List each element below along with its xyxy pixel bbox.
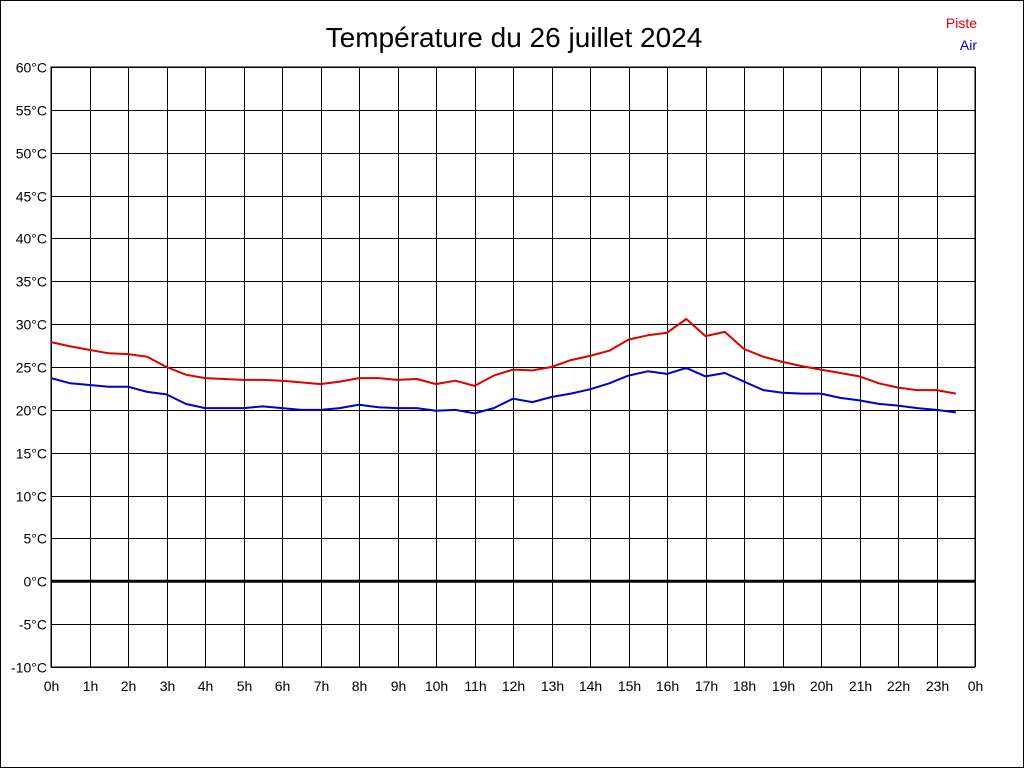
y-tick-label: 55°C — [16, 103, 47, 119]
y-tick-label: 5°C — [24, 531, 48, 547]
x-tick-label: 15h — [618, 678, 641, 694]
x-tick-label: 3h — [160, 678, 176, 694]
series-lines — [50, 318, 956, 415]
y-tick-label: 60°C — [16, 60, 47, 76]
x-tick-label: 4h — [198, 678, 214, 694]
x-tick-label: 20h — [810, 678, 833, 694]
tick-labels: 0h 1h 2h 3h 4h 5h 6h 7h 8h 9h 10h 11h 12h 13h 14h 15h 16… — [11, 60, 983, 695]
series-line-piste — [50, 318, 956, 395]
x-tick-label: 1h — [83, 678, 99, 694]
y-tick-label: 15°C — [16, 446, 47, 462]
x-tick-label: 0h — [44, 678, 60, 694]
x-tick-label: 7h — [314, 678, 330, 694]
y-tick-label: 25°C — [16, 360, 47, 376]
x-tick-label: 23h — [926, 678, 949, 694]
x-tick-label: 18h — [733, 678, 756, 694]
x-tick-label: 17h — [695, 678, 718, 694]
x-tick-label: 14h — [579, 678, 602, 694]
x-tick-label: 0h — [968, 678, 984, 694]
x-tick-label: 12h — [502, 678, 525, 694]
chart-title: Température du 26 juillet 2024 — [326, 22, 703, 53]
y-tick-label: -5°C — [19, 617, 47, 633]
x-tick-label: 2h — [121, 678, 137, 694]
y-tick-label: 35°C — [16, 274, 47, 290]
x-tick-label: 21h — [849, 678, 872, 694]
x-tick-label: 9h — [391, 678, 407, 694]
legend-entry-piste: Piste — [946, 15, 977, 31]
y-tick-label: 20°C — [16, 403, 47, 419]
x-tick-label: 22h — [887, 678, 910, 694]
y-tick-label: 0°C — [24, 574, 48, 590]
x-tick-label: 5h — [237, 678, 253, 694]
x-tick-label: 10h — [425, 678, 448, 694]
x-tick-label: 16h — [656, 678, 679, 694]
y-tick-label: 30°C — [16, 317, 47, 333]
x-tick-label: 11h — [464, 678, 486, 694]
x-tick-label: 19h — [772, 678, 795, 694]
x-tick-label: 6h — [275, 678, 291, 694]
y-tick-label: 45°C — [16, 189, 47, 205]
x-tick-label: 8h — [352, 678, 368, 694]
x-tick-label: 13h — [541, 678, 564, 694]
legend-entry-air: Air — [960, 37, 977, 53]
y-tick-label: 40°C — [16, 231, 47, 247]
y-tick-label: 50°C — [16, 146, 47, 162]
y-tick-label: -10°C — [11, 660, 47, 676]
grid — [50, 66, 976, 668]
legend: Piste Air — [946, 15, 977, 53]
series-line-air — [50, 366, 956, 415]
y-tick-label: 10°C — [16, 489, 47, 505]
